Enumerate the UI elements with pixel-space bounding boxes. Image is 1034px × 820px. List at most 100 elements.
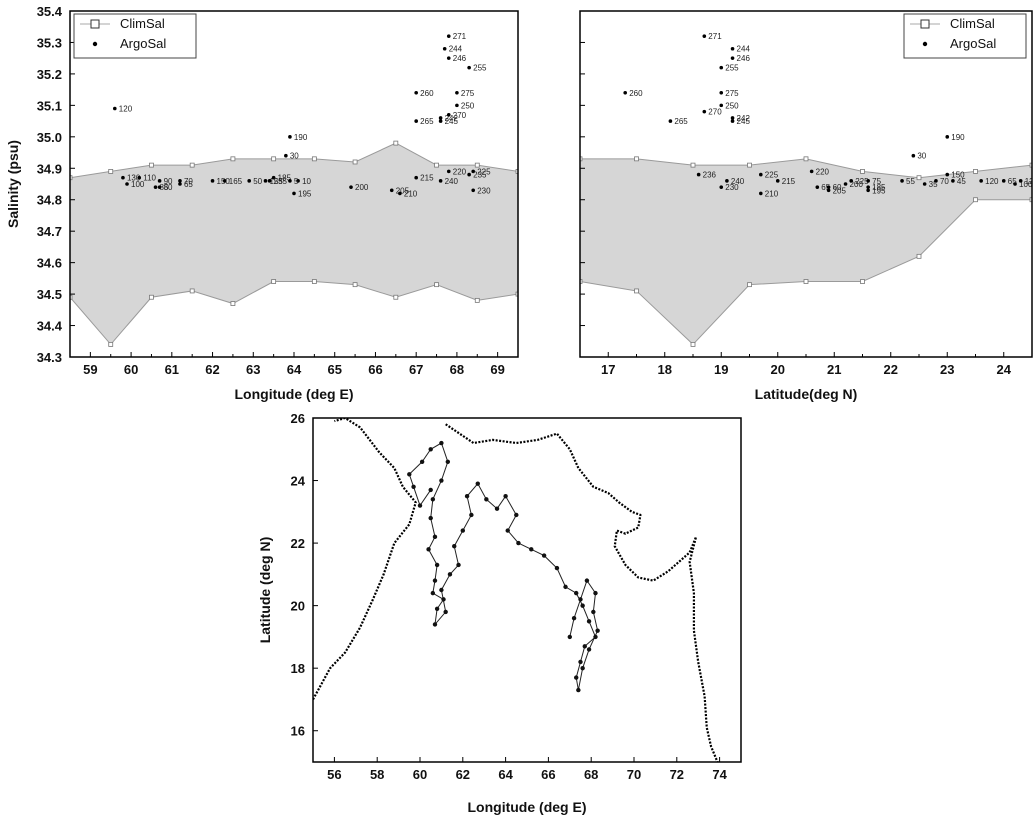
argosal-point-label: 220 bbox=[816, 167, 830, 176]
argosal-point-label: 242 bbox=[445, 114, 459, 123]
plot-area: 1201301001109085807065150165501551852351… bbox=[70, 32, 518, 347]
argosal-point bbox=[702, 109, 707, 114]
argosal-point bbox=[809, 169, 814, 174]
climsal-marker bbox=[634, 288, 639, 294]
track-point bbox=[407, 472, 412, 477]
coastline bbox=[445, 423, 719, 762]
track-point bbox=[460, 528, 465, 533]
argosal-point-label: 242 bbox=[737, 114, 751, 123]
argosal-point-label: 200 bbox=[850, 180, 864, 189]
track-point bbox=[541, 553, 547, 558]
x-tick-label: 68 bbox=[450, 362, 464, 377]
argosal-point bbox=[1018, 179, 1023, 183]
argosal-point-label: 165 bbox=[229, 177, 243, 186]
argosal-point-label: 245 bbox=[445, 117, 459, 126]
climsal-marker bbox=[271, 156, 277, 162]
track-point bbox=[582, 644, 587, 649]
argosal-point-label: 275 bbox=[461, 89, 475, 98]
x-tick-label: 69 bbox=[490, 362, 504, 377]
y-tick-label: 34.3 bbox=[37, 350, 62, 365]
y-tick-label: 18 bbox=[291, 661, 305, 676]
x-tick-label: 17 bbox=[601, 362, 615, 377]
argosal-point-label: 130 bbox=[127, 174, 141, 183]
argosal-point bbox=[815, 185, 820, 189]
plot-frame bbox=[69, 10, 519, 358]
argosal-point bbox=[414, 90, 418, 95]
track-point bbox=[443, 609, 448, 615]
argosal-point bbox=[455, 103, 459, 108]
argosal-point-label: 65 bbox=[821, 183, 830, 192]
track-point bbox=[430, 497, 436, 502]
argosal-point bbox=[222, 179, 227, 183]
x-tick-label: 60 bbox=[413, 767, 427, 782]
track-point bbox=[426, 547, 431, 552]
x-tick-label: 64 bbox=[287, 362, 302, 377]
track-point bbox=[434, 606, 440, 611]
climsal-marker bbox=[474, 162, 480, 168]
argosal-point bbox=[263, 179, 268, 183]
argosal-point bbox=[702, 34, 707, 38]
x-tick-label: 59 bbox=[83, 362, 97, 377]
y-tick-label: 16 bbox=[291, 724, 305, 739]
argosal-point-label: 244 bbox=[449, 45, 463, 54]
track-point bbox=[574, 590, 579, 596]
argosal-point-label: 225 bbox=[855, 177, 869, 186]
argosal-point bbox=[125, 182, 129, 186]
x-tick-label: 65 bbox=[327, 362, 341, 377]
track-point bbox=[484, 497, 489, 502]
argosal-point-label: 275 bbox=[725, 89, 739, 98]
argosal-point-label: 244 bbox=[737, 45, 751, 54]
argosal-point bbox=[455, 90, 459, 95]
argosal-point bbox=[826, 188, 831, 193]
argosal-point-label: 205 bbox=[833, 186, 847, 195]
argosal-point bbox=[866, 179, 870, 183]
track-point bbox=[432, 534, 438, 540]
argosal-point bbox=[922, 182, 927, 186]
track-point bbox=[445, 459, 451, 464]
plot-frame bbox=[312, 417, 742, 763]
track-point bbox=[439, 587, 444, 593]
track-point bbox=[417, 503, 423, 508]
argosal-point bbox=[446, 34, 451, 38]
x-tick-label: 63 bbox=[246, 362, 260, 377]
argosal-point-label: 246 bbox=[737, 54, 751, 63]
climsal-marker bbox=[189, 288, 195, 294]
track-point bbox=[593, 590, 598, 596]
y-axis-label: Salinity (psu) bbox=[5, 140, 21, 228]
argosal-point-label: 65 bbox=[1008, 177, 1017, 186]
argosal-point bbox=[725, 179, 729, 183]
argosal-point bbox=[934, 179, 938, 183]
argosal-point bbox=[730, 46, 735, 51]
x-tick-label: 18 bbox=[658, 362, 672, 377]
track-point bbox=[441, 597, 446, 602]
climsal-marker bbox=[149, 162, 154, 168]
argosal-point bbox=[951, 179, 955, 183]
argosal-point bbox=[288, 135, 292, 139]
argosal-point-label: 250 bbox=[461, 101, 475, 110]
argosal-point bbox=[623, 90, 627, 95]
argosal-point bbox=[1001, 179, 1006, 183]
track-point bbox=[595, 628, 600, 633]
argosal-point-label: 230 bbox=[725, 183, 739, 192]
legend-climsal-marker bbox=[90, 19, 100, 29]
argosal-point-label: 271 bbox=[453, 32, 467, 41]
argosal-point-label: 80 bbox=[164, 183, 173, 192]
climsal-marker bbox=[803, 279, 809, 284]
x-tick-label: 19 bbox=[714, 362, 728, 377]
climsal-marker bbox=[690, 162, 696, 168]
track-point bbox=[434, 562, 440, 568]
climsal-marker bbox=[973, 169, 978, 174]
legend-argosal-marker bbox=[922, 41, 928, 47]
argosal-point-label: 260 bbox=[629, 89, 643, 98]
x-tick-label: 56 bbox=[327, 767, 341, 782]
track-point bbox=[447, 572, 453, 577]
track-point bbox=[439, 478, 444, 483]
climsal-marker bbox=[352, 159, 358, 165]
track-point bbox=[503, 493, 508, 499]
climsal-marker bbox=[149, 294, 154, 300]
y-tick-label: 34.7 bbox=[37, 224, 62, 239]
argosal-point bbox=[843, 182, 848, 186]
argosal-point bbox=[471, 169, 476, 174]
legend-climsal-marker bbox=[920, 19, 930, 29]
y-tick-label: 35.1 bbox=[37, 98, 62, 113]
